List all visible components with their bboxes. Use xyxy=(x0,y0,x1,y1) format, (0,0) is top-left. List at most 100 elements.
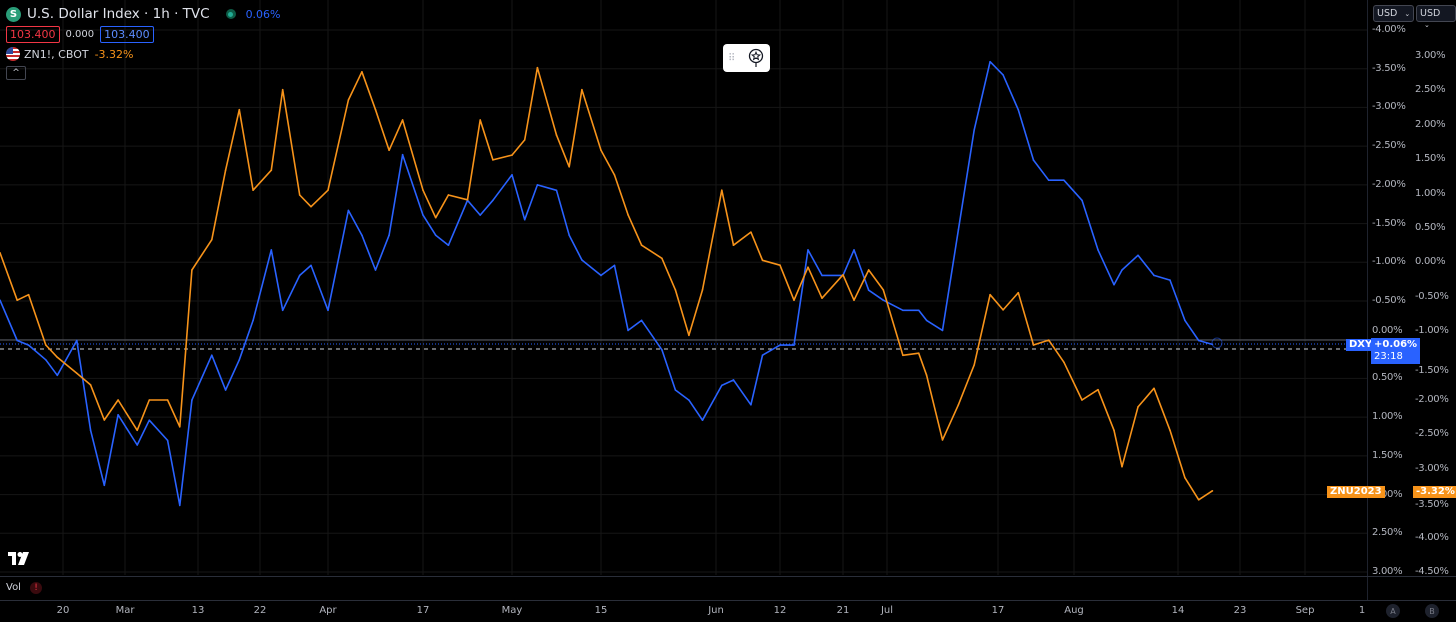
dxy-currency-dropdown[interactable]: USD ⌄ xyxy=(1373,5,1415,22)
right-axis-tick-label: -4.00% xyxy=(1415,531,1449,543)
dxy-data-point xyxy=(16,339,18,342)
chevron-down-icon: ⌄ xyxy=(1424,21,1430,29)
currency-label: USD xyxy=(1420,8,1441,19)
zn-data-point xyxy=(523,139,526,141)
scale-b-button[interactable]: B xyxy=(1425,604,1439,618)
zn-data-point xyxy=(761,259,764,262)
dxy-data-point xyxy=(327,309,329,312)
zn-data-point xyxy=(103,419,106,421)
zn-data-point xyxy=(347,99,350,101)
symbol-change: 0.06% xyxy=(245,7,281,21)
dxy-data-point xyxy=(581,259,583,261)
dxy-data-point xyxy=(807,249,809,251)
zn-data-point xyxy=(1153,387,1155,390)
right-axis-tick-label: -2.50% xyxy=(1415,428,1449,440)
zn-data-point xyxy=(191,269,193,271)
zn-data-point xyxy=(1063,361,1065,363)
zn-data-point xyxy=(1032,344,1035,346)
warning-icon[interactable]: ! xyxy=(30,582,42,594)
time-axis-tick-label: May xyxy=(501,605,523,616)
zn-currency-dropdown[interactable]: USD ⌄ xyxy=(1416,5,1456,29)
left-axis-tick-label: 1.50% xyxy=(1372,449,1403,461)
zn-series-tag: ZNU2023 xyxy=(1327,486,1385,498)
zn-data-point xyxy=(1047,339,1050,341)
collapse-legend-button[interactable]: ^ xyxy=(6,66,26,80)
right-axis-tick-label: 2.00% xyxy=(1415,118,1446,130)
zn-data-point xyxy=(224,169,227,172)
zn-data-point xyxy=(298,194,301,196)
left-axis-tick-label: -2.00% xyxy=(1372,178,1406,190)
dxy-price-axis[interactable]: -4.00% -3.50% -3.00% -2.50% -2.00% -1.50% -1.0… xyxy=(1367,0,1411,577)
pin-star-icon[interactable] xyxy=(747,48,765,68)
zn-data-point xyxy=(701,289,704,291)
zn-data-point xyxy=(917,352,920,355)
zn-data-point xyxy=(447,194,450,196)
time-axis-tick-label: Jul xyxy=(880,605,894,616)
right-axis-tick-label: 1.50% xyxy=(1415,153,1446,165)
dxy-data-point xyxy=(536,184,539,186)
tradingview-logo[interactable] xyxy=(8,552,32,566)
dxy-data-point xyxy=(148,419,151,422)
dxy-data-point xyxy=(492,199,494,202)
zn-data-point xyxy=(674,289,677,291)
zn-data-point xyxy=(613,174,616,176)
main-symbol-row[interactable]: S U.S. Dollar Index · 1h · TVC 0.06% xyxy=(6,4,281,24)
floating-toolbar[interactable]: ⠿ xyxy=(723,44,770,72)
currency-label: USD xyxy=(1377,8,1398,19)
dxy-data-point xyxy=(523,218,526,221)
chart-plot-area[interactable] xyxy=(0,0,1367,575)
drag-handle-icon[interactable]: ⠿ xyxy=(728,52,735,64)
dxy-data-point xyxy=(361,234,363,236)
dxy-data-point xyxy=(1121,269,1123,271)
auto-scale-button[interactable]: A xyxy=(1386,604,1400,618)
zn-data-point xyxy=(422,189,424,191)
dxy-data-point xyxy=(973,129,976,131)
zn-data-point xyxy=(1017,291,1020,294)
zn-data-point xyxy=(1097,388,1099,391)
symbol-title[interactable]: U.S. Dollar Index · 1h · TVC xyxy=(27,6,210,22)
dxy-data-point xyxy=(793,344,795,346)
dxy-data-point xyxy=(281,309,284,312)
dxy-data-point xyxy=(56,374,59,377)
zn-data-point xyxy=(0,251,1,254)
sell-price-button[interactable]: 103.400 xyxy=(6,25,60,43)
volume-pane[interactable]: Vol ! xyxy=(0,576,1456,600)
dxy-data-point xyxy=(1197,339,1200,342)
right-axis-tick-label: -2.00% xyxy=(1415,394,1449,405)
left-axis-tick-label: -4.00% xyxy=(1372,24,1406,35)
zn-data-point xyxy=(821,297,823,299)
dxy-data-point xyxy=(701,419,704,422)
time-axis[interactable]: 20 Mar 13 22 Apr 17 May 15 Jun 12 21 Jul 17 Aug 14 23 Se… xyxy=(0,600,1456,622)
dxy-data-point xyxy=(45,359,47,361)
right-axis-tick-label: -4.50% xyxy=(1415,566,1449,577)
dxy-data-point xyxy=(941,329,944,332)
left-axis-tick-label: 3.00% xyxy=(1372,566,1403,577)
zn-data-point xyxy=(688,334,690,337)
dxy-data-point xyxy=(447,244,450,247)
time-axis-tick-label: Jun xyxy=(708,605,724,616)
zn-data-point xyxy=(721,189,723,191)
dxy-data-point xyxy=(661,348,663,351)
zn-data-point xyxy=(1169,429,1171,432)
zn-series-line[interactable] xyxy=(0,66,1213,501)
dxy-series-line[interactable] xyxy=(0,60,1213,507)
dxy-data-point xyxy=(627,329,629,332)
spread-value: 0.000 xyxy=(65,28,95,40)
dxy-data-point xyxy=(1097,249,1099,251)
zn-data-point xyxy=(310,205,312,208)
compare-symbol-name: ZN1!, CBOT xyxy=(24,47,89,61)
dxy-data-point xyxy=(178,504,181,507)
zn-price-axis[interactable]: 3.00% 2.50% 2.00% 1.50% 1.00% 0.50% 0.00% -0.50… xyxy=(1411,0,1456,577)
zn-data-point xyxy=(148,399,151,401)
left-axis-tick-label: 2.00% xyxy=(1372,488,1403,500)
left-axis-tick-label: 0.00% xyxy=(1372,325,1403,336)
zn-data-point xyxy=(1002,309,1004,311)
time-axis-tick-label: 17 xyxy=(991,605,1005,616)
dxy-price-value: +0.06% xyxy=(1374,339,1418,350)
dxy-data-point xyxy=(674,389,677,391)
dxy-data-point xyxy=(1184,319,1186,322)
dxy-data-point xyxy=(1047,179,1050,182)
buy-price-button[interactable]: 103.400 xyxy=(100,25,154,43)
compare-symbol-row[interactable]: ZN1!, CBOT -3.32% xyxy=(6,44,281,64)
zn-data-point xyxy=(16,299,18,302)
